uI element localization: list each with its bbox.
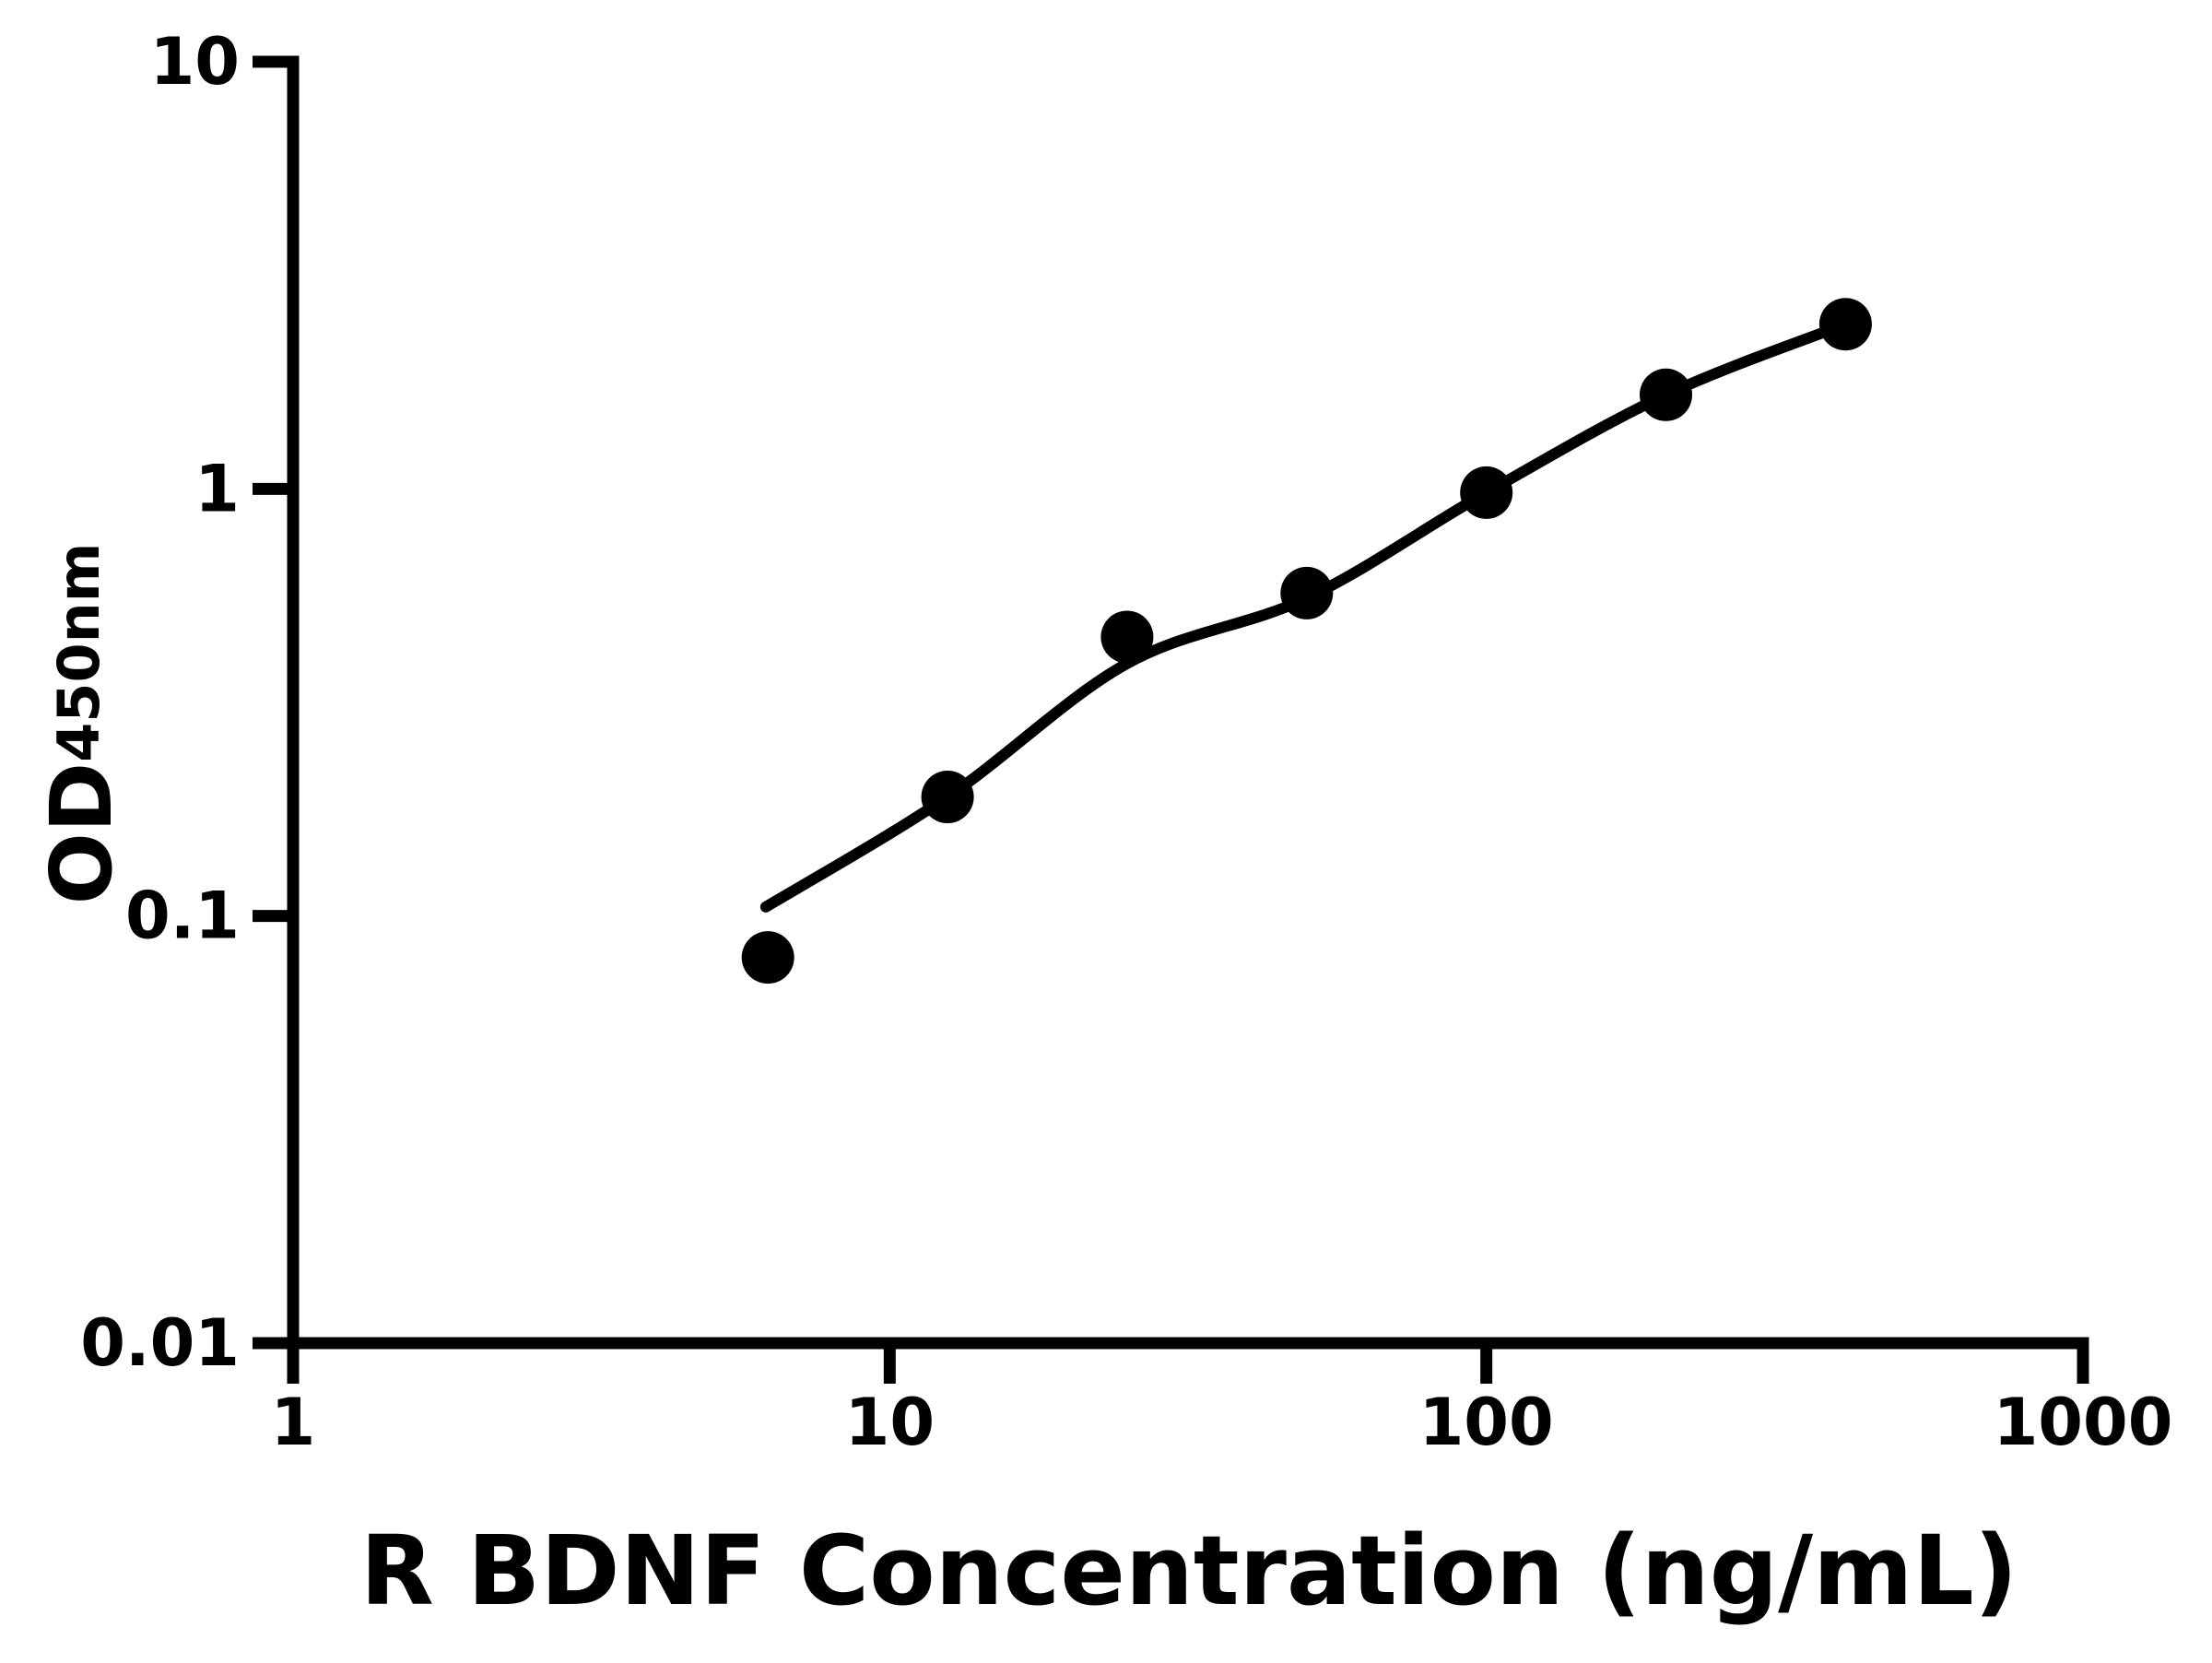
data-point-25	[1100, 610, 1154, 664]
y-tick-label-10: 10	[150, 24, 240, 100]
y-axis-title-subscript: 450nm	[45, 543, 112, 762]
data-point-layer	[741, 298, 1872, 985]
x-tick-label-100: 100	[1419, 1385, 1554, 1460]
data-point-400	[1818, 298, 1872, 351]
axes-layer	[253, 55, 2089, 1384]
data-point-12.5	[921, 771, 974, 823]
x-tick-label-1: 1	[271, 1385, 316, 1460]
data-point-50	[1280, 566, 1334, 619]
x-tick-label-1000: 1000	[1994, 1385, 2173, 1460]
data-point-200	[1640, 368, 1692, 421]
y-axis-title: OD450nm	[32, 543, 131, 905]
y-axis-title-base: OD	[32, 762, 131, 905]
data-point-100	[1460, 466, 1513, 519]
y-tick-label-0.01: 0.01	[80, 1305, 240, 1381]
y-tick-label-1: 1	[194, 451, 240, 526]
y-tick-label-0.1: 0.1	[125, 879, 240, 954]
x-tick-label-10: 10	[845, 1385, 935, 1460]
tick-label-layer: 10 1 0.1 0.01 1 10 100 1000	[80, 24, 2172, 1460]
x-axis-title: R BDNF Concentration (ng/mL)	[360, 1515, 2018, 1627]
data-point-6.25	[741, 931, 794, 985]
